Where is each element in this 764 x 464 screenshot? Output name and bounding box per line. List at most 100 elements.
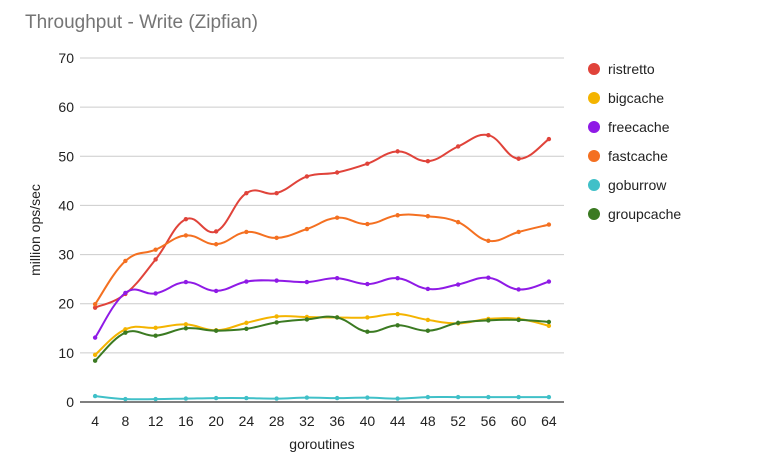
x-tick-label: 16 bbox=[178, 413, 194, 429]
series-lines bbox=[92, 132, 552, 402]
data-point-fastcache bbox=[244, 229, 249, 235]
data-point-bigcache bbox=[153, 325, 158, 330]
data-point-bigcache bbox=[274, 314, 279, 319]
data-point-ristretto bbox=[304, 174, 310, 179]
x-axis-title: goroutines bbox=[289, 436, 354, 452]
y-axis-title: million ops/sec bbox=[27, 184, 43, 276]
data-point-ristretto bbox=[395, 149, 400, 154]
data-point-fastcache bbox=[92, 302, 98, 307]
series-groupcache bbox=[92, 315, 552, 363]
legend: ristretto bigcache freecache fastcache gobur… bbox=[588, 61, 681, 222]
x-tick-label: 60 bbox=[511, 413, 527, 429]
data-point-fastcache bbox=[304, 226, 310, 232]
data-point-groupcache bbox=[244, 326, 249, 331]
series-line-fastcache bbox=[94, 213, 550, 305]
data-point-ristretto bbox=[92, 305, 98, 310]
data-point-groupcache bbox=[123, 330, 128, 335]
data-point-groupcache bbox=[183, 326, 189, 331]
data-point-goburrow bbox=[304, 395, 310, 400]
legend-marker bbox=[588, 179, 600, 191]
series-line-goburrow bbox=[95, 395, 549, 401]
data-point-fastcache bbox=[546, 222, 552, 227]
x-tick-label: 20 bbox=[208, 413, 224, 429]
data-point-groupcache bbox=[425, 328, 431, 333]
x-tick-label: 32 bbox=[299, 413, 315, 429]
data-point-groupcache bbox=[486, 318, 491, 323]
series-line-groupcache bbox=[94, 315, 549, 362]
y-tick-label: 0 bbox=[66, 394, 74, 410]
data-point-goburrow bbox=[92, 393, 98, 399]
data-point-fastcache bbox=[213, 242, 219, 247]
y-tick-label: 60 bbox=[58, 99, 74, 115]
series-goburrow bbox=[92, 393, 552, 402]
data-point-goburrow bbox=[213, 395, 219, 401]
legend-label: bigcache bbox=[608, 90, 664, 106]
legend-item-goburrow: goburrow bbox=[588, 177, 667, 193]
data-point-bigcache bbox=[244, 320, 249, 326]
data-point-freecache bbox=[123, 290, 128, 296]
data-point-groupcache bbox=[213, 328, 219, 333]
data-point-bigcache bbox=[365, 315, 370, 320]
data-point-bigcache bbox=[183, 322, 189, 327]
data-point-ristretto bbox=[486, 132, 491, 138]
data-point-goburrow bbox=[274, 396, 279, 401]
data-point-fastcache bbox=[516, 229, 521, 235]
data-point-goburrow bbox=[395, 396, 400, 401]
data-point-goburrow bbox=[123, 396, 128, 402]
legend-item-groupcache: groupcache bbox=[588, 206, 681, 222]
data-point-ristretto bbox=[546, 136, 552, 142]
x-tick-label: 48 bbox=[420, 413, 436, 429]
data-point-groupcache bbox=[546, 319, 552, 325]
data-point-fastcache bbox=[274, 235, 279, 241]
data-point-freecache bbox=[365, 281, 370, 287]
data-point-ristretto bbox=[455, 144, 461, 149]
data-point-freecache bbox=[425, 286, 431, 292]
x-tick-label: 12 bbox=[148, 413, 164, 429]
data-point-freecache bbox=[395, 275, 400, 281]
data-point-freecache bbox=[546, 279, 552, 284]
series-line-freecache bbox=[94, 276, 550, 339]
data-point-ristretto bbox=[274, 190, 279, 196]
x-tick-label: 8 bbox=[121, 413, 129, 429]
legend-label: goburrow bbox=[608, 177, 667, 193]
data-point-groupcache bbox=[455, 320, 461, 326]
x-tick-label: 28 bbox=[269, 413, 285, 429]
data-point-freecache bbox=[183, 279, 189, 285]
data-point-groupcache bbox=[365, 329, 370, 334]
data-point-fastcache bbox=[153, 247, 158, 252]
legend-label: fastcache bbox=[608, 148, 668, 164]
series-fastcache bbox=[92, 213, 552, 307]
x-tick-label: 4 bbox=[91, 413, 99, 429]
legend-marker bbox=[588, 208, 600, 220]
series-line-ristretto bbox=[94, 133, 550, 309]
data-point-freecache bbox=[274, 278, 279, 283]
data-point-bigcache bbox=[395, 311, 400, 317]
legend-item-bigcache: bigcache bbox=[588, 90, 664, 106]
data-point-goburrow bbox=[546, 394, 552, 400]
legend-item-freecache: freecache bbox=[588, 119, 670, 135]
data-point-goburrow bbox=[334, 395, 340, 401]
data-point-fastcache bbox=[455, 219, 461, 225]
legend-marker bbox=[588, 63, 600, 75]
legend-item-ristretto: ristretto bbox=[588, 61, 655, 77]
legend-marker bbox=[588, 92, 600, 104]
data-point-freecache bbox=[92, 335, 98, 340]
data-point-goburrow bbox=[455, 394, 461, 400]
chart-title: Throughput - Write (Zipfian) bbox=[25, 12, 259, 33]
x-tick-label: 36 bbox=[329, 413, 345, 429]
legend-marker bbox=[588, 121, 600, 133]
data-point-goburrow bbox=[486, 394, 491, 400]
data-point-fastcache bbox=[365, 221, 370, 227]
data-point-freecache bbox=[153, 291, 158, 296]
data-point-freecache bbox=[213, 288, 219, 294]
data-point-groupcache bbox=[153, 333, 158, 338]
data-point-goburrow bbox=[516, 394, 521, 400]
data-point-freecache bbox=[244, 279, 249, 284]
data-point-ristretto bbox=[244, 190, 249, 196]
data-point-fastcache bbox=[123, 258, 128, 264]
data-point-fastcache bbox=[425, 214, 431, 219]
data-point-freecache bbox=[486, 275, 491, 280]
x-tick-label: 44 bbox=[390, 413, 406, 429]
data-point-goburrow bbox=[244, 395, 249, 401]
